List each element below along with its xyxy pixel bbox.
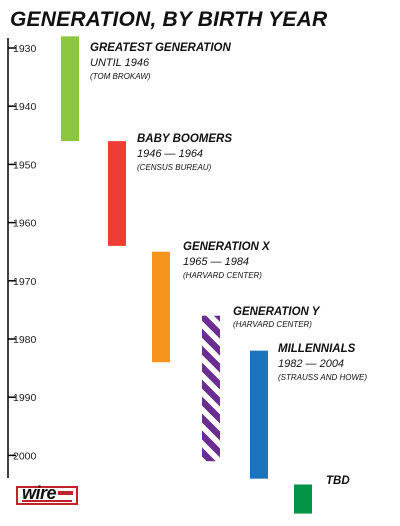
label-source-millennials: (STRAUSS AND HOWE) (278, 373, 367, 382)
label-range-generation-x: 1965 — 1984 (183, 256, 249, 268)
label-name-greatest-generation: GREATEST GENERATION (90, 42, 231, 54)
label-name-generation-x: GENERATION X (183, 241, 271, 253)
label-name-generation-y: GENERATION Y (233, 306, 321, 318)
tick-label-1990: 1990 (13, 392, 37, 404)
tick-label-2000: 2000 (13, 450, 37, 462)
bar-greatest-generation (61, 36, 79, 142)
logo-underline (22, 500, 72, 502)
label-range-millennials: 1982 — 2004 (278, 358, 344, 370)
label-source-baby-boomers: (CENSUS BUREAU) (137, 163, 212, 172)
bar-generation-x (152, 251, 170, 363)
tick-label-1930: 1930 (13, 43, 37, 55)
bar-baby-boomers (108, 141, 126, 246)
label-source-generation-y: (HARVARD CENTER) (233, 320, 312, 329)
tick-label-1960: 1960 (13, 218, 37, 230)
bar-generation-y (202, 315, 220, 462)
chart-title: GENERATION, BY BIRTH YEAR (10, 8, 328, 31)
bar-millennials (250, 350, 268, 479)
label-range-baby-boomers: 1946 — 1964 (137, 148, 203, 160)
label-name-tbd: TBD (326, 475, 350, 487)
wire-logo: wire (16, 483, 78, 505)
label-source-generation-x: (HARVARD CENTER) (183, 271, 262, 280)
label-range-greatest-generation: UNTIL 1946 (90, 57, 150, 69)
tick-label-1950: 1950 (13, 159, 37, 171)
tick-label-1970: 1970 (13, 276, 37, 288)
logo-text: wire (22, 483, 57, 503)
logo-accent (58, 491, 73, 495)
label-name-baby-boomers: BABY BOOMERS (137, 133, 232, 145)
label-source-greatest-generation: (TOM BROKAW) (90, 72, 151, 81)
tick-label-1980: 1980 (13, 334, 37, 346)
tick-label-1940: 1940 (13, 101, 37, 113)
bar-tbd (294, 484, 312, 514)
label-name-millennials: MILLENNIALS (278, 343, 356, 355)
